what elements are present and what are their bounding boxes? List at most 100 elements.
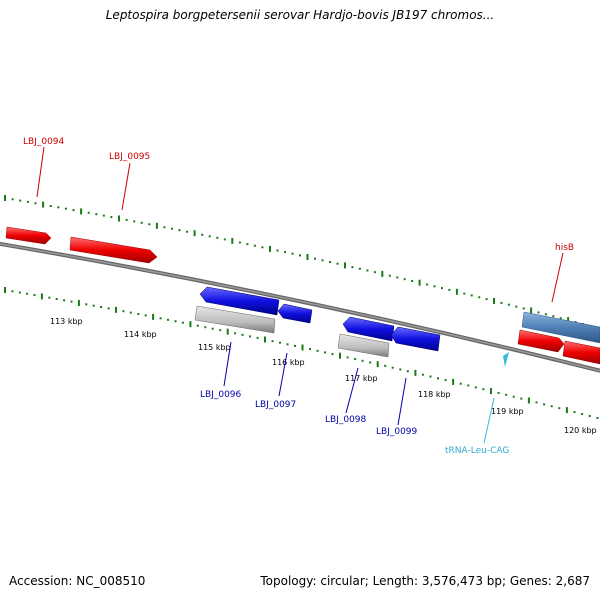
minor-tick [500,301,503,304]
minor-tick [201,233,204,236]
minor-tick [321,259,324,262]
minor-tick [186,230,189,233]
major-tick [118,215,120,222]
minor-tick [55,298,58,300]
cds-feature-bar[interactable] [337,333,390,358]
minor-tick [316,349,319,352]
genome-summary-text: Topology: circular; Length: 3,576,473 bp… [260,574,590,588]
gene-lbj-0094-arrow[interactable] [5,226,52,245]
leader-line [397,377,407,426]
gene-label-trna-leu-cag[interactable]: tRNA-Leu-CAG [445,446,509,456]
minor-tick [216,236,219,239]
major-tick [193,230,196,237]
minor-tick [122,310,125,313]
major-tick [493,298,495,304]
major-tick [231,237,234,244]
gene-label-lbj-0099[interactable]: LBJ_0099 [376,427,418,437]
minor-tick [279,341,281,344]
minor-tick [399,368,402,371]
minor-tick [384,364,387,367]
tick-label: 118 kbp [418,390,451,399]
major-tick [414,369,417,376]
gene-lbj-0098-arrow[interactable] [342,316,395,342]
leader-line [551,252,564,303]
gene-label-lbj-0096[interactable]: LBJ_0096 [200,390,242,400]
leader-line [223,341,232,387]
leader-line [483,397,495,444]
minor-tick [336,262,339,265]
gene-lbj-0095-arrow[interactable] [69,236,158,264]
minor-tick [535,401,538,404]
tick-label: 116 kbp [272,358,305,367]
minor-tick [550,405,553,408]
minor-tick [11,198,14,201]
minor-tick [284,251,286,254]
major-tick [4,287,6,293]
gene-lbj-0097-arrow[interactable] [277,303,313,324]
minor-tick [573,411,576,414]
leader-line [345,367,359,414]
minor-tick [253,244,256,247]
minor-tick [474,386,477,389]
minor-tick [309,348,311,351]
cds-feature-bar[interactable] [521,311,600,344]
minor-tick [463,292,466,295]
minor-tick [87,211,90,214]
minor-tick [241,333,244,336]
minor-tick [314,257,316,260]
leader-line [36,146,45,198]
minor-tick [331,353,334,356]
minor-tick [369,361,372,364]
minor-tick [294,344,296,347]
label-leader-lines [36,146,564,444]
gene-label-lbj-0098[interactable]: LBJ_0098 [325,415,367,425]
gene-lbj-0096-arrow[interactable] [199,286,280,316]
minor-tick [100,306,103,308]
minor-tick [178,229,181,232]
minor-tick [204,326,207,329]
minor-tick [437,377,439,380]
major-tick [376,361,379,368]
minor-tick [238,241,241,244]
minor-tick [596,417,599,419]
major-tick [530,307,533,314]
minor-tick [411,280,414,282]
minor-tick [148,223,151,226]
minor-tick [522,307,525,310]
minor-tick [581,413,584,415]
tick-label: 119 kbp [491,407,524,416]
minor-tick [373,271,376,274]
gene-label-lbj-0094[interactable]: LBJ_0094 [23,137,65,147]
minor-tick [49,205,52,207]
major-tick [565,407,568,414]
major-tick [301,344,304,351]
gene-forward-arrow[interactable] [562,340,600,365]
gene-label-lbj-0095[interactable]: LBJ_0095 [109,152,150,162]
minor-tick [429,375,432,378]
gene-lbj-0099-arrow[interactable] [390,326,441,352]
minor-tick [26,200,29,203]
gene-his-b-arrow[interactable] [517,329,565,353]
major-tick [490,388,492,395]
minor-tick [196,324,199,327]
gene-label-lbj-0097[interactable]: LBJ_0097 [255,400,296,410]
major-tick [455,288,458,295]
minor-tick [219,329,222,332]
minor-tick [467,384,470,387]
major-tick [381,270,384,277]
minor-tick [137,313,140,315]
minor-tick [125,218,128,221]
cds-feature-bar[interactable] [194,305,276,334]
gene-label-his-b[interactable]: hisB [555,243,574,253]
trna-marker[interactable] [503,352,509,367]
major-tick [418,279,421,286]
minor-tick [485,298,488,301]
minor-tick [286,343,289,346]
minor-tick [520,397,523,400]
map-title: Leptospira borgpetersenii serovar Hardjo… [105,8,495,22]
minor-tick [505,393,508,396]
major-tick [306,254,309,260]
minor-tick [354,358,357,361]
